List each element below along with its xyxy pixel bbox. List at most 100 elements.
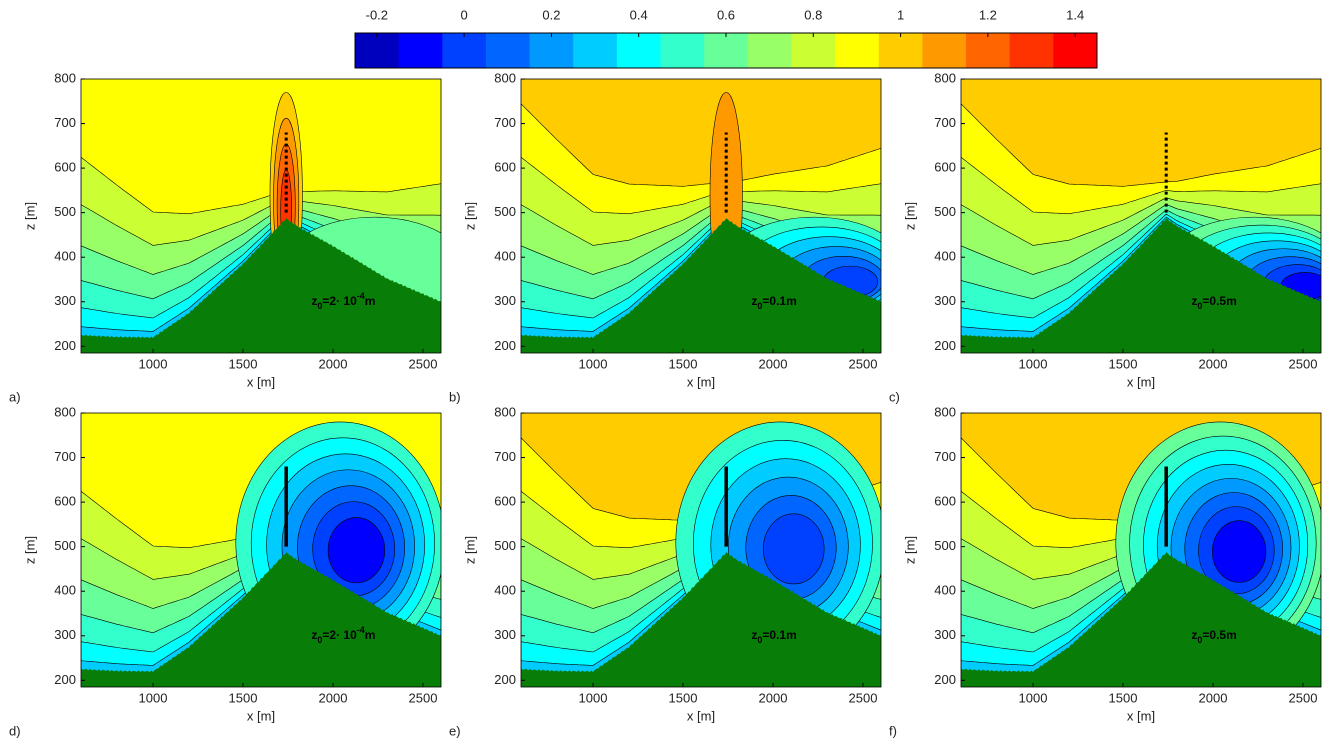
color-band [835, 33, 880, 68]
x-tick-label: 2000 [759, 356, 788, 371]
y-tick-label: 600 [54, 160, 76, 175]
colorbar-tick-label: 0.8 [804, 7, 822, 22]
y-tick-label: 600 [494, 160, 516, 175]
terrain [521, 218, 881, 353]
y-tick-label: 300 [54, 627, 76, 642]
plot-area [521, 413, 881, 687]
x-tick-label: 1000 [579, 356, 608, 371]
y-tick-label: 200 [494, 672, 516, 687]
plot-area [961, 413, 1321, 687]
annotation-part: z [1191, 294, 1197, 308]
colorbar-tick-label: -0.2 [366, 7, 388, 22]
color-band [355, 33, 400, 68]
wake-contour [762, 513, 825, 585]
y-tick-label: 500 [934, 204, 956, 219]
annotation: z0=2· 10-4m [311, 625, 375, 645]
panel-label: c) [889, 389, 900, 404]
x-tick-label: 1000 [579, 690, 608, 705]
colorbar-tick-label: 1 [897, 7, 904, 22]
colorbar-tick-label: 1.2 [979, 7, 997, 22]
annotation: z0=0.5m [1191, 628, 1236, 645]
y-tick-label: 500 [494, 538, 516, 553]
y-tick-label: 500 [494, 204, 516, 219]
axes-frame [520, 78, 882, 354]
x-tick-label: 1000 [1019, 356, 1048, 371]
annotation-part: =0.1m [762, 628, 796, 642]
panel-label: b) [449, 389, 461, 404]
y-axis-label: z [m] [22, 202, 37, 230]
x-tick-label: 1500 [229, 356, 258, 371]
x-tick-label: 1000 [139, 356, 168, 371]
x-axis-label: x [m] [247, 708, 275, 723]
y-axis-label: z [m] [902, 536, 917, 564]
axes-frame [80, 412, 442, 688]
y-axis-label: z [m] [462, 536, 477, 564]
annotation-part: -4 [357, 291, 365, 301]
x-tick-label: 2500 [409, 690, 438, 705]
annotation-part: 0 [1197, 301, 1202, 311]
x-tick-label: 1000 [1019, 690, 1048, 705]
colorbar-tick-label: 0.2 [542, 7, 560, 22]
y-tick-label: 700 [494, 115, 516, 130]
annotation-part: =0.5m [1202, 294, 1236, 308]
y-tick-label: 500 [934, 538, 956, 553]
y-tick-label: 200 [934, 672, 956, 687]
y-tick-label: 700 [934, 449, 956, 464]
color-band [1009, 33, 1054, 68]
y-tick-label: 400 [54, 249, 76, 264]
axes-frame [960, 78, 1322, 354]
y-tick-label: 500 [54, 538, 76, 553]
y-tick-label: 400 [494, 583, 516, 598]
x-axis-label: x [m] [1127, 374, 1155, 389]
x-tick-label: 2000 [1199, 690, 1228, 705]
terrain [961, 552, 1321, 687]
annotation: z0=0.5m [1191, 294, 1236, 311]
color-band [529, 33, 574, 68]
y-tick-label: 800 [934, 404, 956, 419]
color-band [398, 33, 443, 68]
y-tick-label: 700 [934, 115, 956, 130]
color-band [922, 33, 967, 68]
y-tick-label: 800 [54, 404, 76, 419]
x-tick-label: 1500 [229, 690, 258, 705]
y-tick-label: 700 [54, 115, 76, 130]
annotation-part: z [751, 628, 757, 642]
color-band [616, 33, 662, 68]
y-tick-label: 800 [494, 404, 516, 419]
y-tick-label: 300 [934, 627, 956, 642]
y-tick-label: 600 [934, 160, 956, 175]
color-band [485, 33, 531, 68]
y-tick-label: 400 [494, 249, 516, 264]
color-band [966, 33, 1011, 68]
axes-frame [520, 412, 882, 688]
y-tick-label: 800 [54, 70, 76, 85]
y-tick-label: 200 [494, 338, 516, 353]
color-band [1053, 33, 1098, 68]
x-tick-label: 2500 [1289, 690, 1318, 705]
y-axis-label: z [m] [22, 536, 37, 564]
annotation-part: =0.1m [762, 294, 796, 308]
color-band [660, 33, 705, 68]
y-tick-label: 200 [934, 338, 956, 353]
annotation-part: z [751, 294, 757, 308]
panel-label: e) [449, 723, 461, 738]
y-tick-label: 300 [494, 627, 516, 642]
annotation-part: 0 [1197, 635, 1202, 645]
x-tick-label: 2000 [759, 690, 788, 705]
annotation: z0=2· 10-4m [311, 291, 375, 311]
x-tick-label: 1500 [669, 690, 698, 705]
y-tick-label: 200 [54, 338, 76, 353]
panel-label: d) [9, 723, 21, 738]
x-axis-label: x [m] [247, 374, 275, 389]
panel-label: f) [889, 723, 897, 738]
x-tick-label: 1500 [1109, 690, 1138, 705]
x-tick-label: 1500 [669, 356, 698, 371]
axes-frame [80, 78, 442, 354]
panel-label: a) [9, 389, 21, 404]
colorbar-tick-label: 1.4 [1066, 7, 1084, 22]
x-tick-label: 2000 [1199, 356, 1228, 371]
y-tick-label: 600 [494, 494, 516, 509]
terrain [81, 218, 441, 353]
terrain [81, 552, 441, 687]
